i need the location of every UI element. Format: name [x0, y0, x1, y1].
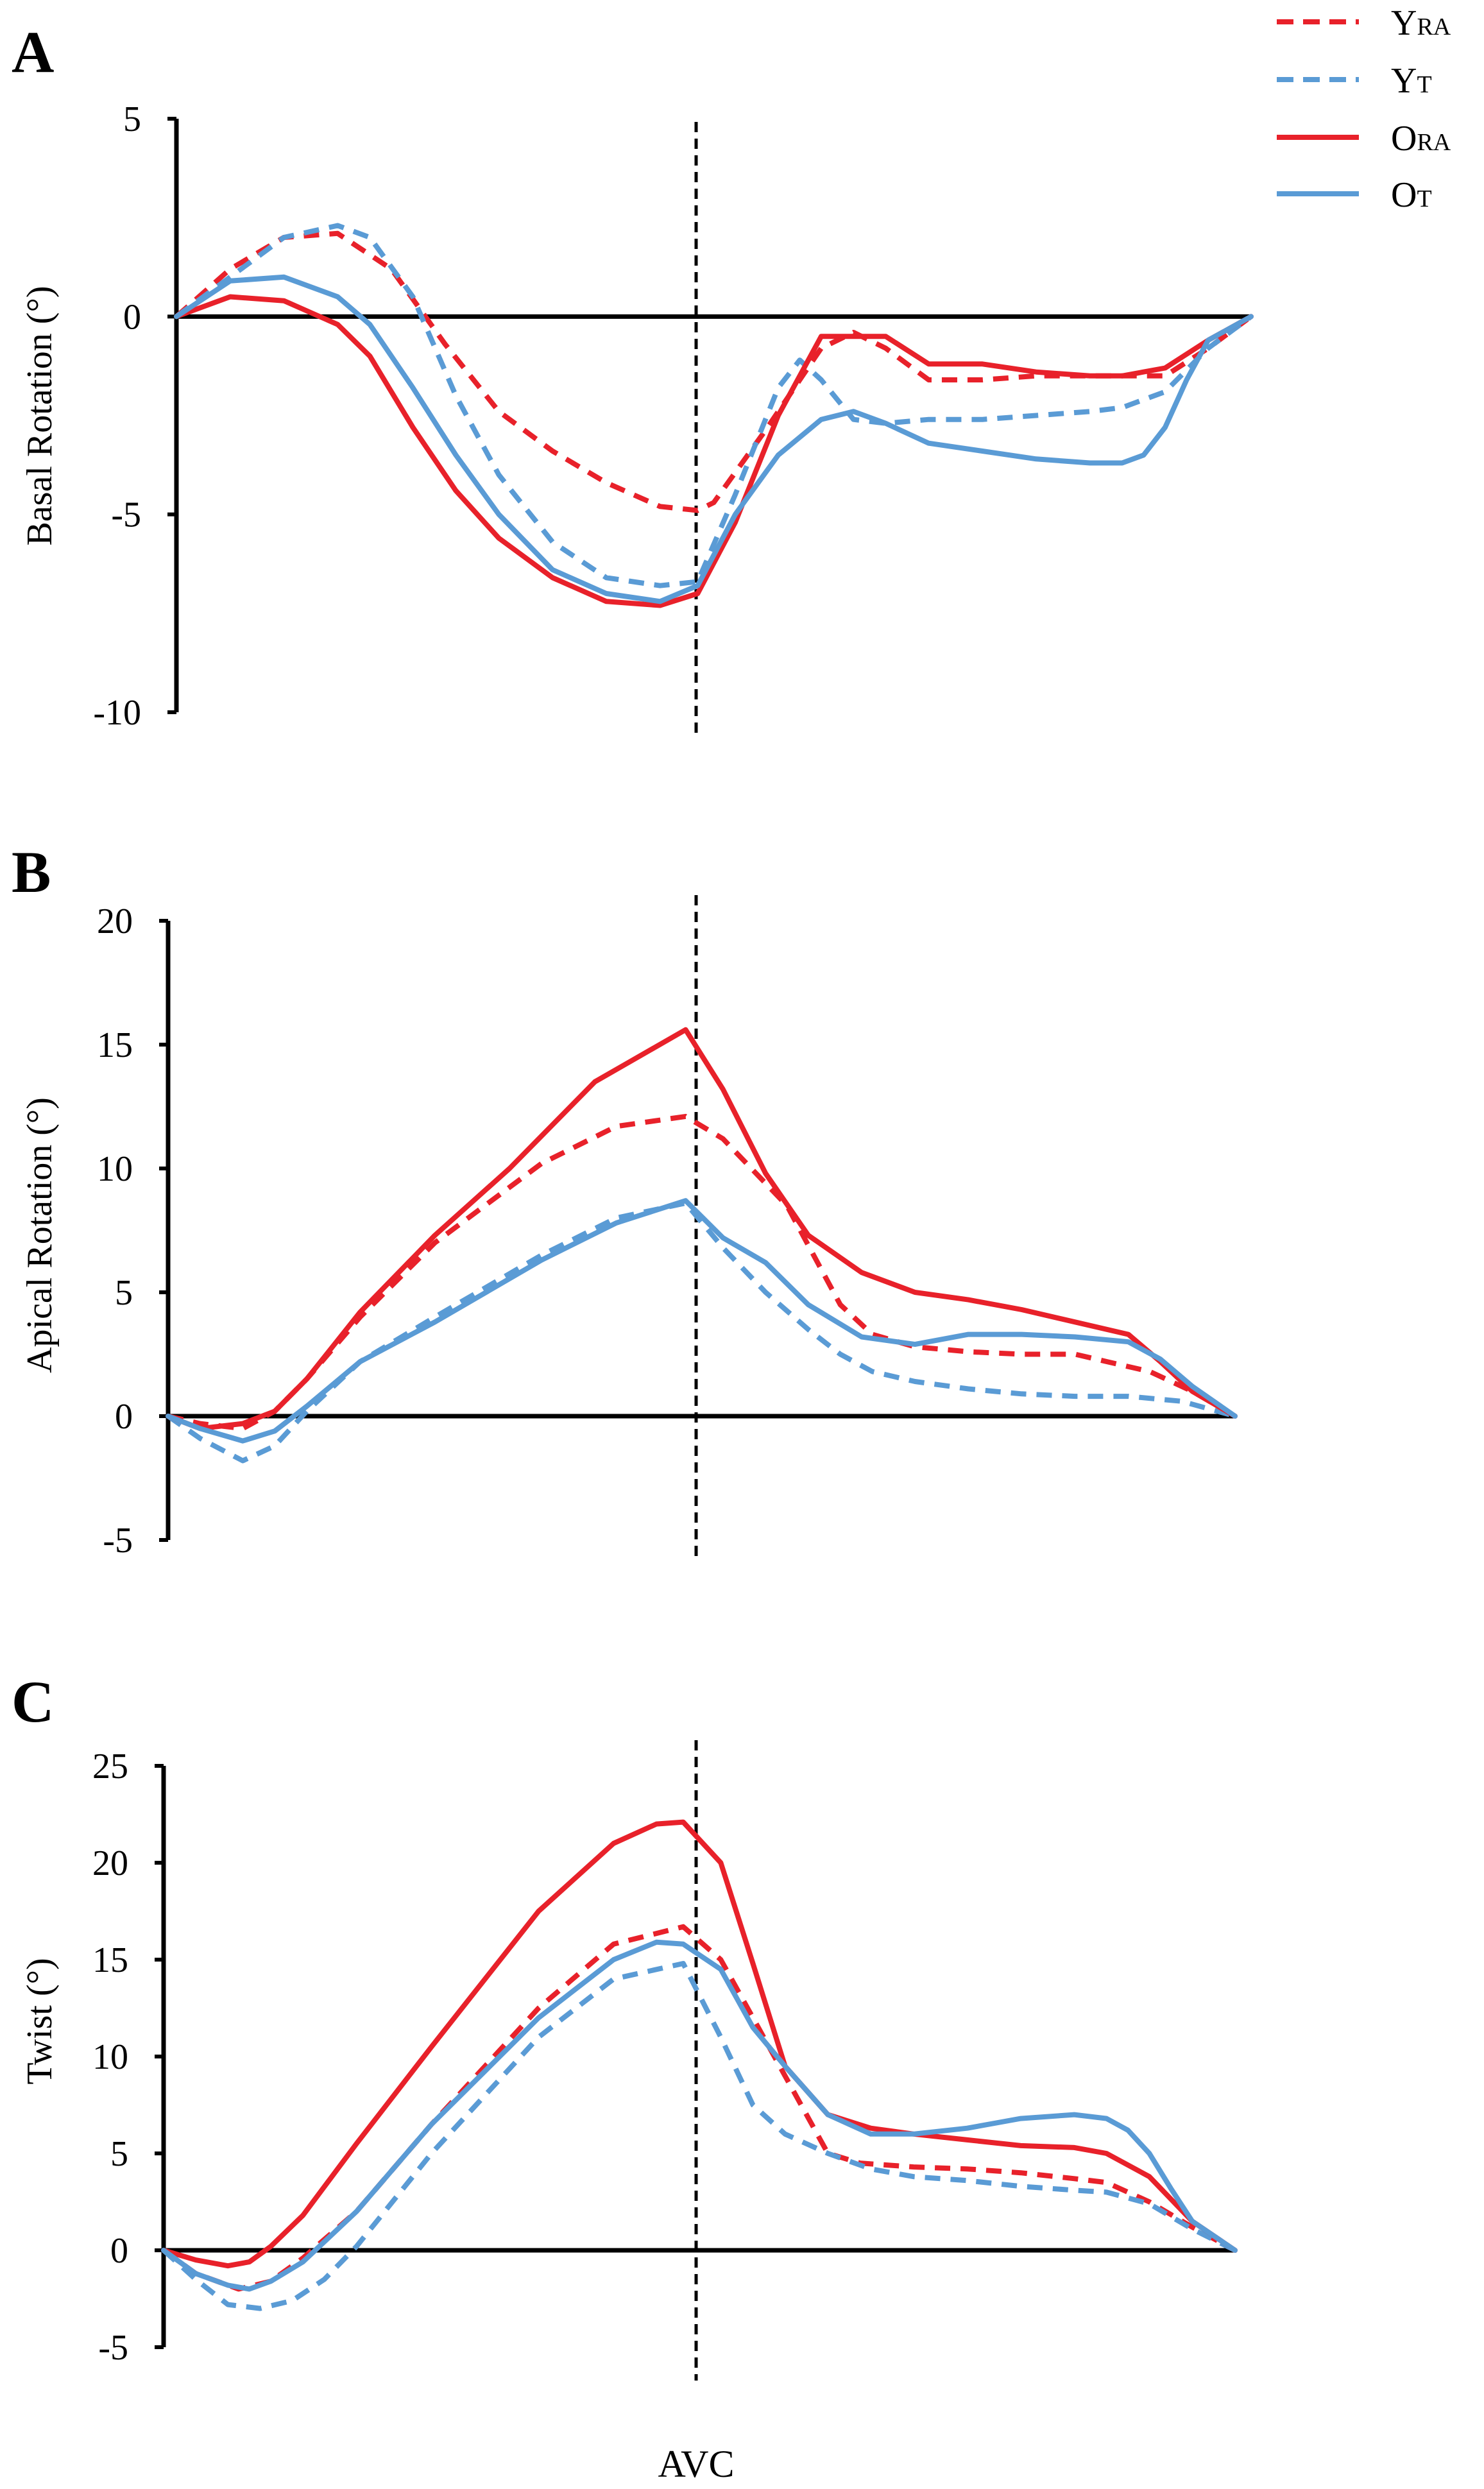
- legend: YRA YT ORA OT: [1277, 3, 1451, 215]
- y-tick-label: 0: [115, 1397, 133, 1437]
- y-tick-label: 15: [97, 1025, 133, 1065]
- legend-main: Y: [1391, 3, 1417, 43]
- legend-main: Y: [1391, 61, 1417, 101]
- plot-area: [159, 895, 1238, 1558]
- legend-item: ORA: [1277, 119, 1451, 158]
- series-line-yt: [162, 1961, 1236, 2311]
- y-tick-label: 0: [110, 2231, 128, 2271]
- panel-c: C Twist (°) 25 20 15 10 5 0 -5: [12, 1669, 1238, 2381]
- y-tick-labels: 20 15 10 5 0 -5: [97, 902, 133, 1561]
- panel-b: B Apical Rotation (°) 20 15 10 5 0 -5: [12, 839, 1238, 1561]
- series-line-ot: [174, 274, 1254, 604]
- panel-letter: A: [12, 19, 54, 85]
- legend-sub: T: [1417, 185, 1431, 212]
- legend-item: YT: [1277, 61, 1432, 101]
- legend-item: YRA: [1277, 3, 1451, 43]
- legend-label: YRA: [1391, 3, 1451, 43]
- legend-sub: T: [1417, 71, 1431, 98]
- series-line-yra: [175, 230, 1253, 513]
- series-line-yt: [166, 1201, 1236, 1464]
- y-axis-title: Apical Rotation (°): [20, 1097, 60, 1373]
- y-tick-label: 20: [92, 1843, 128, 1883]
- y-tick-label: 5: [110, 2134, 128, 2174]
- y-tick-label: -10: [93, 693, 141, 733]
- y-tick-label: 0: [123, 297, 141, 337]
- legend-sub: RA: [1417, 129, 1451, 156]
- y-tick-label: -5: [103, 1521, 133, 1561]
- panel-a: A Basal Rotation (°) 5 0 -5 -10: [12, 19, 1254, 738]
- y-tick-labels: 5 0 -5 -10: [93, 99, 141, 733]
- y-tick-label: 20: [97, 902, 133, 941]
- legend-main: O: [1391, 119, 1417, 158]
- y-tick-label: 15: [92, 1940, 128, 1980]
- plot-area: [167, 117, 1254, 738]
- y-axis-title: Twist (°): [20, 1958, 60, 2084]
- panel-letter: B: [12, 839, 51, 905]
- series-line-ora: [166, 1027, 1238, 1432]
- y-tick-label: -5: [111, 495, 141, 535]
- y-tick-label: 10: [97, 1149, 133, 1189]
- y-tick-label: 25: [92, 1747, 128, 1786]
- legend-label: ORA: [1391, 119, 1451, 158]
- panel-letter: C: [12, 1669, 54, 1734]
- y-tick-label: -5: [98, 2328, 128, 2368]
- series-line-ora: [174, 294, 1254, 608]
- y-axis-title: Basal Rotation (°): [20, 286, 60, 546]
- y-tick-label: 10: [92, 2037, 128, 2077]
- legend-item: OT: [1277, 175, 1432, 215]
- legend-label: YT: [1391, 61, 1432, 101]
- avc-label: AVC: [658, 2443, 735, 2485]
- legend-sub: RA: [1417, 13, 1451, 40]
- series-line-ot: [166, 1198, 1238, 1444]
- series-line-ot: [161, 1939, 1238, 2292]
- plot-area: [155, 1740, 1238, 2381]
- y-tick-label: 5: [123, 99, 141, 139]
- y-tick-labels: 25 20 15 10 5 0 -5: [92, 1747, 128, 2368]
- legend-main: O: [1391, 175, 1417, 215]
- series-line-ora: [161, 1819, 1238, 2269]
- series-line-yt: [175, 223, 1253, 588]
- y-tick-label: 5: [115, 1273, 133, 1313]
- legend-label: OT: [1391, 175, 1432, 215]
